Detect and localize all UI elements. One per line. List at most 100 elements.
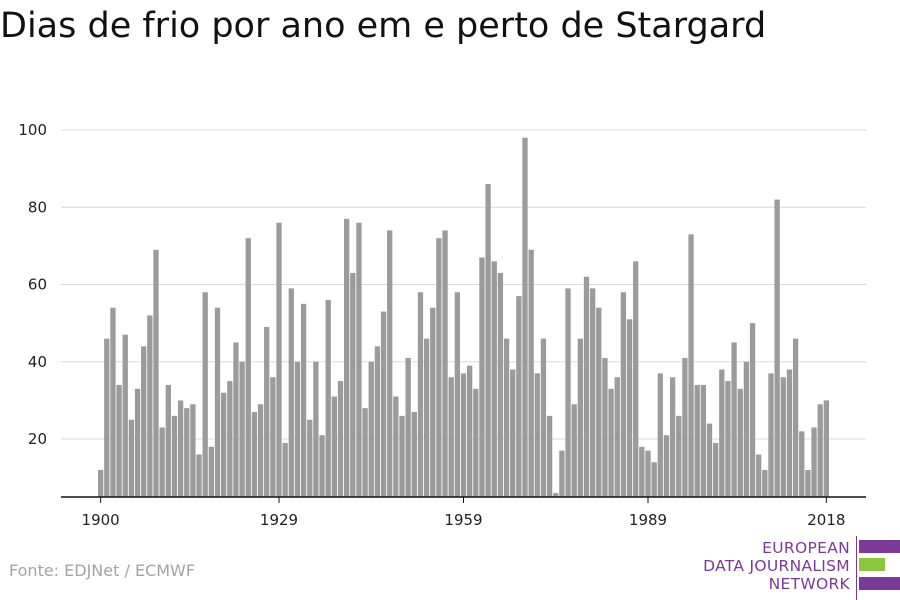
bar-1945 (374, 346, 381, 497)
y-axis-ticks: 20 40 60 80 100 (18, 121, 47, 448)
bar-2008 (762, 469, 768, 497)
bar-1933 (300, 303, 307, 497)
bar-1928 (270, 377, 276, 497)
bar-2000 (713, 442, 719, 497)
bar-2017 (817, 404, 823, 497)
bar-1973 (546, 415, 553, 497)
bar-1984 (614, 377, 620, 497)
bar-1941 (350, 272, 356, 497)
bar-1991 (657, 373, 663, 497)
x-tick-label-1900: 1900 (82, 511, 120, 529)
bar-1949 (399, 415, 405, 497)
bar-1905 (128, 419, 135, 497)
bar-1918 (208, 446, 214, 497)
bar-1970 (528, 249, 534, 497)
bar-1900 (98, 469, 104, 497)
y-tick-label-60: 60 (28, 276, 47, 294)
bar-1915 (190, 404, 196, 497)
bar-1980 (590, 288, 596, 497)
bar-1992 (663, 435, 670, 497)
logo-text-line2: DATA JOURNALISM (703, 557, 850, 575)
bar-1989 (645, 450, 651, 497)
bar-1953 (423, 338, 430, 497)
bar-1963 (485, 184, 491, 497)
bar-1978 (577, 338, 583, 497)
logo-bar-purple-bottom (859, 577, 900, 590)
bar-2003 (731, 342, 737, 497)
x-tick-label-1959: 1959 (444, 511, 482, 529)
bar-2014 (799, 431, 805, 497)
bar-1966 (503, 338, 510, 497)
bar-1975 (559, 450, 565, 497)
y-tick-label-80: 80 (28, 198, 47, 216)
bar-1911 (165, 384, 171, 497)
chart-title: Dias de frio por ano em e perto de Starg… (0, 6, 767, 46)
bar-1919 (214, 307, 221, 497)
x-tick-label-1929: 1929 (260, 511, 298, 529)
bar-1976 (565, 288, 571, 497)
bar-1961 (473, 388, 479, 497)
bar-1979 (583, 276, 590, 497)
bar-2009 (768, 373, 774, 497)
bar-1962 (479, 257, 485, 497)
bar-2018 (823, 400, 829, 497)
bar-1942 (356, 222, 362, 497)
bar-1929 (276, 222, 282, 497)
bar-2002 (725, 381, 731, 497)
bar-1943 (362, 408, 368, 497)
bar-1902 (110, 307, 116, 497)
bar-1926 (257, 404, 264, 497)
bar-1937 (325, 299, 331, 497)
bar-1982 (602, 357, 608, 497)
bar-1934 (307, 419, 313, 497)
bar-1936 (319, 435, 325, 497)
bar-1925 (251, 412, 258, 497)
bar-1931 (288, 288, 294, 497)
bar-1986 (626, 319, 633, 497)
bar-1909 (153, 249, 159, 497)
bars (98, 137, 829, 497)
bar-2012 (786, 369, 793, 497)
bar-1955 (436, 238, 442, 497)
bar-1977 (571, 404, 577, 497)
y-tick-label-100: 100 (18, 121, 47, 139)
bar-1968 (516, 296, 522, 497)
bar-1954 (430, 307, 436, 497)
logo-divider (856, 536, 857, 600)
bar-1938 (331, 396, 337, 497)
bar-2005 (743, 361, 750, 497)
bar-2004 (737, 388, 743, 497)
bar-2010 (774, 199, 780, 497)
bar-1957 (448, 377, 454, 497)
bar-2001 (719, 369, 725, 497)
bar-1996 (688, 234, 694, 497)
bar-1951 (411, 412, 417, 497)
bar-1910 (159, 427, 165, 497)
bar-1998 (700, 384, 706, 497)
x-tick-label-1989: 1989 (629, 511, 667, 529)
bar-1971 (534, 373, 540, 497)
bar-1914 (184, 408, 190, 497)
y-tick-label-20: 20 (28, 430, 47, 448)
edjnet-logo: EUROPEAN DATA JOURNALISM NETWORK (700, 536, 900, 600)
bar-1995 (682, 357, 688, 497)
bar-2006 (749, 323, 756, 497)
bar-1981 (596, 307, 602, 497)
bar-1956 (442, 230, 448, 497)
bar-1960 (467, 365, 473, 497)
bar-1994 (676, 415, 682, 497)
bar-1924 (245, 238, 251, 497)
bar-1907 (141, 346, 147, 497)
bar-1922 (233, 342, 239, 497)
bar-1972 (540, 338, 547, 497)
y-tick-label-40: 40 (28, 353, 47, 371)
bar-1946 (380, 311, 387, 497)
logo-text-line1: EUROPEAN (762, 539, 850, 557)
bar-2013 (792, 338, 799, 497)
bar-1965 (497, 272, 504, 497)
bar-1939 (337, 381, 344, 497)
bar-1958 (454, 292, 460, 497)
bar-1935 (313, 361, 319, 497)
bar-1964 (491, 261, 497, 497)
